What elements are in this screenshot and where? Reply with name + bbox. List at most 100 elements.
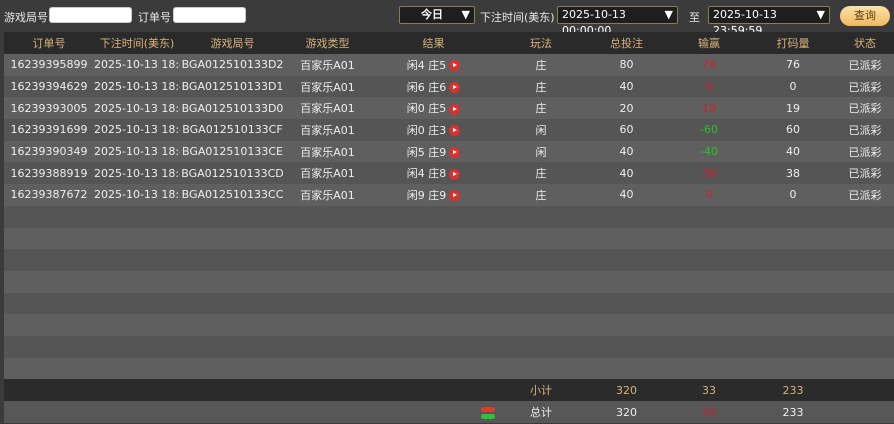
- result-value: 闲6 庄6: [406, 80, 447, 94]
- cell-order: [4, 227, 94, 250]
- type-value: 百家乐A01: [300, 145, 355, 159]
- cell-round: [180, 227, 285, 250]
- bet-value: 40: [619, 188, 634, 202]
- win-value: -40: [700, 145, 718, 159]
- order-value: 16239395899: [10, 58, 88, 72]
- subtotal-valid: 233: [750, 379, 836, 402]
- play-video-icon[interactable]: [449, 82, 461, 94]
- order-value: 16239394629: [10, 80, 88, 94]
- play-video-icon[interactable]: [449, 60, 461, 72]
- empty-row: [4, 270, 894, 293]
- cell-round: [180, 270, 285, 293]
- type-value: 百家乐A01: [300, 80, 355, 94]
- column-header: 订单号: [4, 32, 94, 54]
- refresh-icon[interactable]: [481, 406, 495, 419]
- table-row: 16239390349 2025-10-13 18:41BGA012510133C…: [4, 140, 894, 163]
- start-time-select[interactable]: 2025-10-13 00:00:00 ▼: [557, 6, 678, 37]
- win-value: 19: [702, 101, 716, 115]
- status-value: 已派彩: [848, 188, 882, 202]
- cell-round: [180, 205, 285, 228]
- period-select[interactable]: 今日 ▼: [399, 6, 475, 24]
- cell-order: 16239387672: [4, 184, 94, 206]
- order-value: 16239387672: [10, 188, 88, 202]
- cell-time: 2025-10-13 18:44: [94, 75, 180, 98]
- cell-status: 已派彩: [836, 184, 894, 206]
- order-value: 16239390349: [10, 145, 88, 159]
- query-button[interactable]: 查询: [840, 6, 890, 26]
- cell-bet: [585, 205, 668, 228]
- cell-result: 闲0 庄5: [370, 97, 497, 120]
- status-value: 已派彩: [848, 167, 882, 181]
- column-header: 打码量: [750, 32, 836, 54]
- cell-round: BGA012510133D0: [180, 97, 285, 120]
- column-header: 游戏类型: [285, 32, 370, 54]
- time-value: 2025-10-13 18:43: [94, 101, 180, 115]
- win-value: 38: [702, 166, 716, 180]
- table-row: 16239395899 2025-10-13 18:45BGA012510133D…: [4, 54, 894, 76]
- cell-result: 闲0 庄3: [370, 119, 497, 141]
- empty-row: [4, 205, 894, 228]
- cell-bet: 40: [585, 140, 668, 163]
- play-value: 庄: [535, 80, 547, 94]
- round-value: BGA012510133CE: [181, 145, 284, 159]
- game-round-input[interactable]: [49, 7, 132, 23]
- play-video-icon[interactable]: [449, 125, 461, 137]
- cell-time: 2025-10-13 18:42: [94, 119, 180, 141]
- win-value: 0: [705, 80, 713, 94]
- cell-time: [94, 314, 180, 336]
- cell-play: [497, 270, 585, 293]
- cell-result: [370, 357, 497, 380]
- total-row: 总计 320 33 233: [4, 401, 894, 424]
- time-value: 2025-10-13 18:41: [94, 145, 180, 159]
- order-input[interactable]: [173, 7, 246, 23]
- play-video-icon[interactable]: [449, 190, 461, 202]
- column-header: 结果: [370, 32, 497, 54]
- cell-round: [180, 357, 285, 380]
- cell-round: [180, 292, 285, 315]
- valid-value: 76: [786, 58, 800, 72]
- bet-time-label: 下注时间(美东): [480, 11, 555, 24]
- cell-time: [94, 249, 180, 271]
- order-value: 16239391699: [10, 123, 88, 137]
- filter-bar: 游戏局号 订单号 今日 ▼ 下注时间(美东) 2025-10-13 00:00:0…: [0, 0, 894, 37]
- cell-type: [285, 227, 370, 250]
- cell-status: [836, 314, 894, 336]
- type-value: 百家乐A01: [300, 102, 355, 116]
- order-value: 16239388919: [10, 166, 88, 180]
- play-video-icon[interactable]: [449, 168, 461, 180]
- cell-play: 闲: [497, 140, 585, 163]
- play-video-icon[interactable]: [449, 103, 461, 115]
- cell-time: [94, 205, 180, 228]
- cell-bet: [585, 227, 668, 250]
- cell-type: 百家乐A01: [285, 97, 370, 120]
- bet-value: 40: [619, 166, 634, 180]
- win-value: 0: [705, 188, 713, 202]
- cell-status: 已派彩: [836, 162, 894, 185]
- cell-valid: 76: [750, 54, 836, 76]
- cell-bet: [585, 314, 668, 336]
- play-value: 庄: [535, 102, 547, 116]
- cell-valid: 40: [750, 140, 836, 163]
- cell-win: -40: [668, 140, 750, 163]
- play-value: 闲: [535, 145, 547, 159]
- cell-order: 16239393005: [4, 97, 94, 120]
- status-value: 已派彩: [848, 58, 882, 72]
- cell-type: [285, 335, 370, 358]
- valid-value: 19: [786, 101, 800, 115]
- play-video-icon[interactable]: [449, 147, 461, 159]
- column-header: 总投注: [585, 32, 668, 54]
- table-row: 16239394629 2025-10-13 18:44BGA012510133D…: [4, 75, 894, 98]
- cell-play: 庄: [497, 54, 585, 76]
- cell-win: [668, 357, 750, 380]
- empty-row: [4, 357, 894, 380]
- column-header: 状态: [836, 32, 894, 54]
- table-row: 16239388919 2025-10-13 18:40BGA012510133C…: [4, 162, 894, 185]
- play-value: 庄: [535, 188, 547, 202]
- cell-status: 已派彩: [836, 75, 894, 98]
- cell-round: [180, 335, 285, 358]
- end-time-select[interactable]: 2025-10-13 23:59:59 ▼: [708, 6, 830, 37]
- cell-status: 已派彩: [836, 54, 894, 76]
- cell-type: 百家乐A01: [285, 184, 370, 206]
- cell-valid: 0: [750, 184, 836, 206]
- cell-play: 庄: [497, 162, 585, 185]
